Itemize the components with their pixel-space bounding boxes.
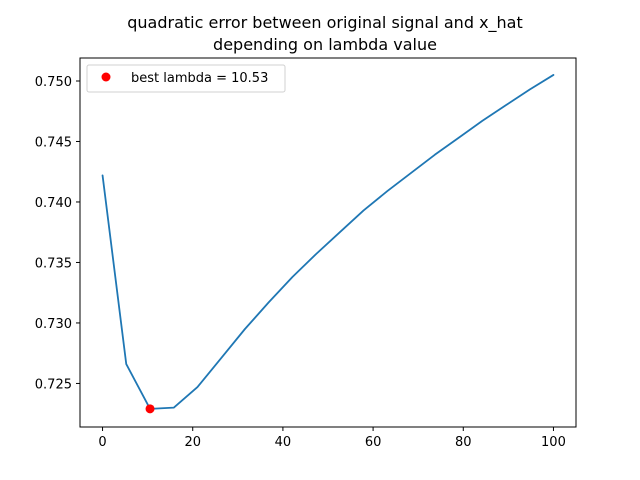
series-line xyxy=(101,74,555,410)
best-lambda-point xyxy=(145,404,155,414)
x-tick-label: 0 xyxy=(98,435,106,450)
y-tick-label: 0.725 xyxy=(35,377,72,392)
y-axis: 0.725 0.730 0.735 0.740 0.745 0.750 xyxy=(35,75,80,392)
y-tick-label: 0.730 xyxy=(35,317,72,332)
x-tick-label: 80 xyxy=(455,435,472,450)
y-tick-label: 0.735 xyxy=(35,256,72,271)
legend-label: best lambda = 10.53 xyxy=(131,71,268,86)
chart-title-line-1: quadratic error between original signal … xyxy=(127,13,523,33)
x-axis: 0 20 40 60 80 100 xyxy=(98,427,566,450)
plot-frame xyxy=(79,57,577,428)
y-tick-label: 0.740 xyxy=(35,196,72,211)
x-tick-label: 100 xyxy=(541,435,566,450)
x-tick-label: 60 xyxy=(365,435,382,450)
chart-title-line-2: depending on lambda value xyxy=(213,35,437,54)
legend-box xyxy=(86,64,286,93)
plot-area: 0 20 40 60 80 1000.7250.7300.7350.7400.7450.7… xyxy=(35,57,577,450)
chart-title: quadratic error between original signal … xyxy=(127,13,523,54)
x-tick-label: 20 xyxy=(184,435,201,450)
legend: best lambda = 10.53 xyxy=(86,64,286,93)
legend-marker xyxy=(101,72,111,82)
x-tick-label: 40 xyxy=(275,435,292,450)
y-tick-label: 0.750 xyxy=(35,75,72,90)
y-tick-label: 0.745 xyxy=(35,135,72,150)
